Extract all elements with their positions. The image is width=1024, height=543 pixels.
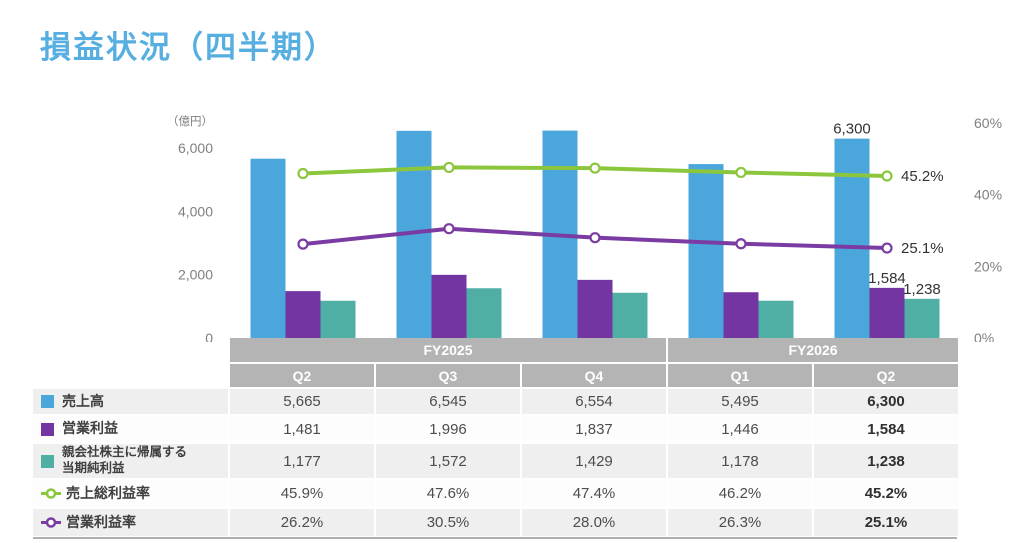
- left-axis-tick: 2,000: [178, 267, 213, 283]
- value-cell: 30.5%: [376, 509, 520, 536]
- header-spacer: [33, 338, 228, 362]
- value-cell: 1,178: [668, 444, 812, 478]
- value-cell: 45.2%: [814, 480, 958, 507]
- quarter-header-cell: Q2: [814, 364, 958, 387]
- value-cell: 46.2%: [668, 480, 812, 507]
- bar-営業利益-col3: [723, 292, 759, 338]
- marker-営業利益率: [443, 223, 455, 235]
- value-cell: 45.9%: [230, 480, 374, 507]
- right-axis-tick: 60%: [974, 115, 1002, 131]
- value-cell: 26.3%: [668, 509, 812, 536]
- row-label-cell: 売上総利益率: [33, 480, 228, 507]
- bar-売上高-col0: [250, 158, 286, 338]
- table-row: 親会社株主に帰属する 当期純利益 1,177 1,572 1,429 1,178 1,23…: [33, 444, 960, 478]
- legend-square-icon: [41, 395, 54, 408]
- table-row: 売上総利益率 45.9% 47.6% 47.4% 46.2% 45.2%: [33, 480, 960, 507]
- marker-営業利益率: [297, 238, 309, 250]
- value-cell: 6,300: [814, 389, 958, 414]
- value-cell: 5,495: [668, 389, 812, 414]
- marker-営業利益率: [735, 238, 747, 250]
- header-spacer: [33, 364, 228, 387]
- bar-売上高-col4: [834, 138, 870, 338]
- bar-value-label: 1,584: [868, 270, 906, 287]
- quarter-header-cell: Q1: [668, 364, 812, 387]
- legend-line-marker-icon: [41, 488, 61, 499]
- legend-square-icon: [41, 454, 54, 468]
- table-row: 営業利益率 26.2% 30.5% 28.0% 26.3% 25.1%: [33, 509, 960, 536]
- value-cell: 47.4%: [522, 480, 666, 507]
- bar-親会社株主に帰属する当期純利益-col4: [904, 298, 940, 338]
- marker-売上総利益率: [589, 162, 601, 174]
- bar-親会社株主に帰属する当期純利益-col0: [320, 300, 356, 338]
- value-cell: 6,554: [522, 389, 666, 414]
- value-cell: 1,429: [522, 444, 666, 478]
- row-label-cell: 親会社株主に帰属する 当期純利益: [33, 444, 228, 478]
- row-label-cell: 営業利益率: [33, 509, 228, 536]
- table-row: 売上高 5,665 6,545 6,554 5,495 6,300: [33, 389, 960, 414]
- marker-売上総利益率: [443, 161, 455, 174]
- left-axis-unit-label: （億円）: [167, 115, 213, 128]
- marker-営業利益率: [881, 242, 893, 254]
- table-row: 営業利益 1,481 1,996 1,837 1,446 1,584: [33, 416, 960, 442]
- right-axis-tick: 0%: [974, 330, 994, 342]
- bar-営業利益-col4: [869, 287, 905, 338]
- marker-売上総利益率: [881, 170, 893, 182]
- bar-親会社株主に帰属する当期純利益-col3: [758, 300, 794, 338]
- left-axis-tick: 6,000: [178, 140, 213, 156]
- bar-親会社株主に帰属する当期純利益-col1: [466, 288, 502, 338]
- legend-line-marker-icon: [41, 517, 61, 528]
- row-label: 売上高: [62, 392, 104, 409]
- bar-value-label: 6,300: [833, 121, 871, 138]
- row-label: 営業利益: [62, 420, 118, 437]
- line-value-label: 25.1%: [901, 240, 944, 257]
- table-bottom-border: [33, 537, 957, 539]
- right-axis-tick: 20%: [974, 258, 1002, 274]
- fy-header-cell: FY2026: [668, 338, 958, 362]
- bar-営業利益-col0: [285, 291, 321, 338]
- bar-営業利益-col2: [577, 279, 613, 338]
- value-cell: 6,545: [376, 389, 520, 414]
- marker-営業利益率: [589, 232, 601, 244]
- marker-売上総利益率: [735, 166, 747, 179]
- row-label-cell: 営業利益: [33, 416, 228, 442]
- legend-square-icon: [41, 422, 54, 436]
- table-header-fy-row: FY2025 FY2026: [33, 338, 960, 362]
- bar-営業利益-col1: [431, 274, 467, 338]
- value-cell: 1,446: [668, 416, 812, 442]
- value-cell: 1,584: [814, 416, 958, 442]
- right-axis-tick: 40%: [974, 187, 1002, 203]
- value-cell: 1,572: [376, 444, 520, 478]
- bar-親会社株主に帰属する当期純利益-col2: [612, 292, 648, 338]
- value-cell: 26.2%: [230, 509, 374, 536]
- row-label-cell: 売上高: [33, 389, 228, 414]
- line-value-label: 45.2%: [901, 168, 944, 185]
- quarter-header-cell: Q2: [230, 364, 374, 387]
- bar-value-label: 1,238: [903, 281, 941, 298]
- left-axis-tick: 0: [205, 330, 213, 342]
- quarter-header-cell: Q4: [522, 364, 666, 387]
- fy-header-cell: FY2025: [230, 338, 666, 362]
- financial-table: FY2025 FY2026 Q2 Q3 Q4 Q1 Q2 売上高 5,665 6,545 6,554…: [33, 338, 960, 538]
- row-label: 売上総利益率: [66, 484, 150, 501]
- value-cell: 1,837: [522, 416, 666, 442]
- page-title: 損益状況（四半期）: [40, 30, 337, 65]
- value-cell: 1,177: [230, 444, 374, 478]
- value-cell: 28.0%: [522, 509, 666, 536]
- left-axis-tick: 4,000: [178, 203, 213, 219]
- value-cell: 47.6%: [376, 480, 520, 507]
- value-cell: 25.1%: [814, 509, 958, 536]
- table-header-quarter-row: Q2 Q3 Q4 Q1 Q2: [33, 364, 960, 387]
- value-cell: 1,238: [814, 444, 958, 478]
- bar-売上高-col3: [688, 164, 724, 338]
- value-cell: 1,481: [230, 416, 374, 442]
- row-label: 親会社株主に帰属する 当期純利益: [62, 445, 188, 475]
- value-cell: 1,996: [376, 416, 520, 442]
- marker-売上総利益率: [297, 167, 309, 180]
- quarter-header-cell: Q3: [376, 364, 520, 387]
- value-cell: 5,665: [230, 389, 374, 414]
- quarterly-combo-chart: 0 2,000 4,000 6,000 （億円） 0% 20% 40% 60% 6,300 1,58…: [167, 115, 1002, 342]
- row-label: 営業利益率: [66, 513, 136, 530]
